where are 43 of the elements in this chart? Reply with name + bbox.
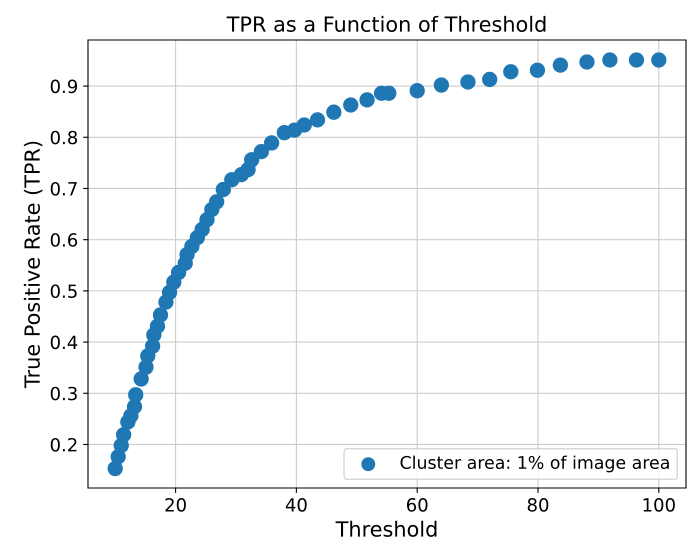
point <box>209 194 224 210</box>
y-tick-label: 0.7 <box>50 182 77 196</box>
x-tick-label: 40 <box>286 498 307 512</box>
point <box>343 97 358 113</box>
point <box>579 54 595 70</box>
point <box>482 72 498 88</box>
point <box>434 77 450 93</box>
point <box>108 460 123 476</box>
point <box>460 74 476 90</box>
point <box>628 52 644 68</box>
y-tick-label: 0.8 <box>50 130 78 144</box>
x-tick-label: 80 <box>528 498 548 512</box>
point <box>552 57 568 73</box>
y-tick-label: 0.9 <box>50 80 78 94</box>
point <box>359 92 375 108</box>
point <box>410 83 425 98</box>
point <box>296 117 312 133</box>
point <box>326 104 342 120</box>
point <box>116 427 132 442</box>
y-tick-label: 0.5 <box>50 284 77 298</box>
point <box>134 371 149 387</box>
y-tick-label: 0.3 <box>50 386 77 400</box>
point <box>651 52 666 68</box>
point <box>310 112 326 128</box>
point <box>244 152 260 168</box>
x-tick-label: 20 <box>165 498 186 512</box>
point <box>128 387 144 402</box>
y-axis-title: True Positive Rate (TPR) <box>24 142 42 388</box>
x-axis-title: Threshold <box>336 520 436 537</box>
point <box>264 135 280 151</box>
chart-title: TPR as a Function of Threshold <box>226 16 546 32</box>
point <box>530 62 546 78</box>
point <box>602 52 618 68</box>
x-tick-label: 60 <box>406 498 428 512</box>
legend-label: Cluster area: 1% of image area <box>400 456 669 472</box>
y-tick-label: 0.6 <box>50 233 78 247</box>
point <box>152 307 168 323</box>
point <box>216 182 231 198</box>
y-tick-label: 0.4 <box>50 336 78 350</box>
x-tick-label: 100 <box>644 498 675 512</box>
point <box>254 144 269 160</box>
y-tick-label: 0.2 <box>50 438 76 452</box>
point <box>503 64 518 80</box>
